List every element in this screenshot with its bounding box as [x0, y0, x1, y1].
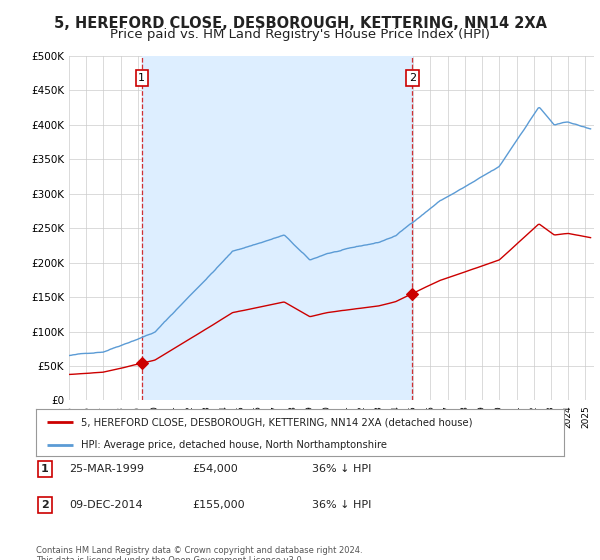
Point: [137, 359, 146, 368]
Text: 5, HEREFORD CLOSE, DESBOROUGH, KETTERING, NN14 2XA (detached house): 5, HEREFORD CLOSE, DESBOROUGH, KETTERING…: [81, 417, 472, 427]
Text: 2: 2: [41, 500, 49, 510]
Text: £54,000: £54,000: [192, 464, 238, 474]
Text: HPI: Average price, detached house, North Northamptonshire: HPI: Average price, detached house, Nort…: [81, 440, 387, 450]
Text: 25-MAR-1999: 25-MAR-1999: [69, 464, 144, 474]
Text: 2: 2: [409, 73, 416, 83]
Text: 36% ↓ HPI: 36% ↓ HPI: [312, 464, 371, 474]
Text: 09-DEC-2014: 09-DEC-2014: [69, 500, 143, 510]
Bar: [142, 56, 412, 400]
Text: Price paid vs. HM Land Registry's House Price Index (HPI): Price paid vs. HM Land Registry's House …: [110, 28, 490, 41]
Text: Contains HM Land Registry data © Crown copyright and database right 2024.
This d: Contains HM Land Registry data © Crown c…: [36, 546, 362, 560]
Text: 5, HEREFORD CLOSE, DESBOROUGH, KETTERING, NN14 2XA: 5, HEREFORD CLOSE, DESBOROUGH, KETTERING…: [53, 16, 547, 31]
Text: 1: 1: [139, 73, 145, 83]
Text: 36% ↓ HPI: 36% ↓ HPI: [312, 500, 371, 510]
Text: £155,000: £155,000: [192, 500, 245, 510]
Text: 1: 1: [41, 464, 49, 474]
Point: [407, 289, 417, 298]
